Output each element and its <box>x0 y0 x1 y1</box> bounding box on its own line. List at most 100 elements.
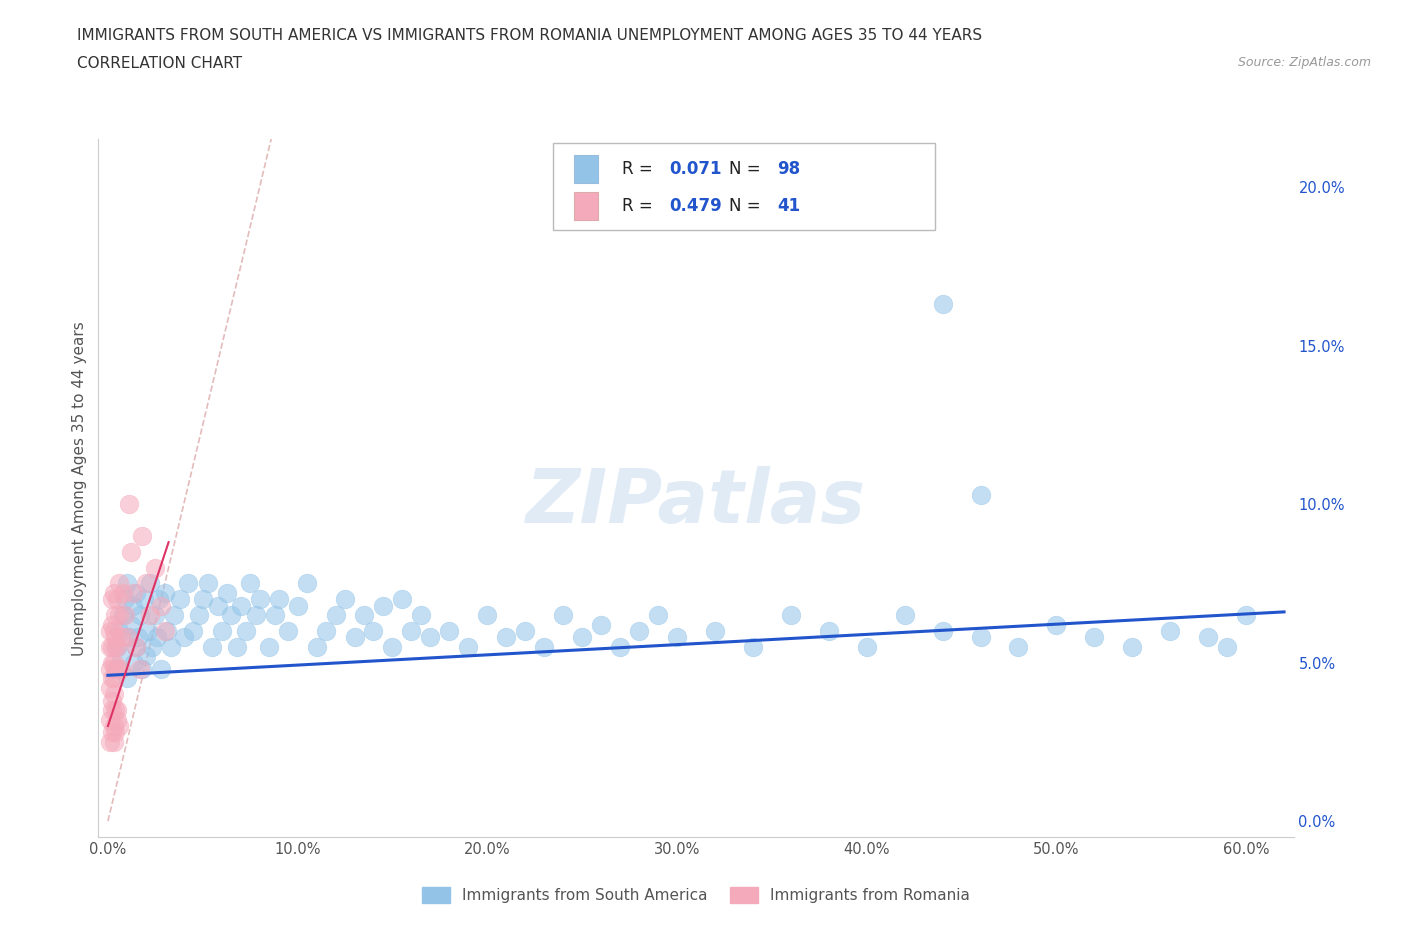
Point <box>100 618 122 632</box>
Point <box>98 623 121 638</box>
Point <box>114 607 136 622</box>
Point <box>191 591 214 606</box>
Point <box>353 607 375 622</box>
Point <box>391 591 413 606</box>
Point <box>115 576 138 591</box>
Point <box>263 607 285 622</box>
Point <box>287 598 309 613</box>
Point <box>150 598 173 613</box>
Point <box>98 735 121 750</box>
Point <box>100 671 122 686</box>
Point <box>315 623 337 638</box>
Point <box>173 630 195 644</box>
Point <box>931 623 953 638</box>
Point <box>124 655 146 670</box>
Point <box>105 591 128 606</box>
Point <box>969 630 991 644</box>
Point <box>129 661 152 676</box>
Point <box>219 607 242 622</box>
Point <box>225 639 247 654</box>
Point <box>105 712 128 727</box>
Point <box>104 661 127 676</box>
Point <box>159 639 181 654</box>
Point <box>153 586 176 601</box>
Point <box>779 607 801 622</box>
Point <box>108 623 131 638</box>
Point <box>235 623 257 638</box>
Point <box>98 639 121 654</box>
Point <box>239 576 262 591</box>
Text: R =: R = <box>621 197 658 215</box>
Point <box>98 661 121 676</box>
Point <box>305 639 328 654</box>
Text: IMMIGRANTS FROM SOUTH AMERICA VS IMMIGRANTS FROM ROMANIA UNEMPLOYMENT AMONG AGES: IMMIGRANTS FROM SOUTH AMERICA VS IMMIGRA… <box>77 28 983 43</box>
Text: 41: 41 <box>778 197 800 215</box>
Point <box>136 623 159 638</box>
Point <box>1234 607 1257 622</box>
Text: 98: 98 <box>778 160 800 179</box>
Point <box>141 639 163 654</box>
Point <box>121 598 143 613</box>
Point <box>100 703 122 718</box>
Point <box>103 687 125 702</box>
Point <box>381 639 404 654</box>
Point <box>153 623 176 638</box>
Point <box>132 591 155 606</box>
Point <box>249 591 271 606</box>
Legend: Immigrants from South America, Immigrants from Romania: Immigrants from South America, Immigrant… <box>416 882 976 910</box>
Point <box>131 528 153 543</box>
Text: ZIPatlas: ZIPatlas <box>526 466 866 538</box>
Point <box>163 607 186 622</box>
Point <box>245 607 267 622</box>
Point <box>156 623 179 638</box>
Text: 0.071: 0.071 <box>669 160 723 179</box>
Point <box>103 735 125 750</box>
Point <box>1083 630 1105 644</box>
Point <box>131 661 153 676</box>
Point <box>703 623 725 638</box>
Point <box>666 630 689 644</box>
Point <box>100 591 122 606</box>
Point <box>333 591 356 606</box>
Point <box>197 576 219 591</box>
Point <box>363 623 385 638</box>
Point <box>419 630 441 644</box>
Point <box>100 639 122 654</box>
Point <box>477 607 499 622</box>
Point <box>110 649 132 664</box>
Point <box>207 598 229 613</box>
Point <box>103 655 125 670</box>
Point <box>181 623 204 638</box>
Point <box>110 661 132 676</box>
Point <box>110 630 132 644</box>
Point <box>591 618 613 632</box>
Point <box>125 639 148 654</box>
Point <box>931 297 953 312</box>
Text: R =: R = <box>621 160 658 179</box>
Point <box>98 681 121 696</box>
Point <box>533 639 555 654</box>
Point <box>401 623 423 638</box>
Point <box>105 661 128 676</box>
Point <box>295 576 318 591</box>
Point <box>120 618 142 632</box>
Bar <box>574 192 598 219</box>
Point <box>135 576 157 591</box>
Point <box>817 623 839 638</box>
Point <box>1007 639 1029 654</box>
Text: 0.479: 0.479 <box>669 197 723 215</box>
Point <box>267 591 290 606</box>
Point <box>495 630 517 644</box>
Point <box>114 591 136 606</box>
Point <box>125 586 148 601</box>
Point <box>855 639 877 654</box>
Point <box>647 607 669 622</box>
Point <box>257 639 280 654</box>
Point <box>143 560 166 575</box>
Point <box>135 649 157 664</box>
Point <box>103 671 125 686</box>
Point <box>105 661 128 676</box>
Point <box>439 623 461 638</box>
Text: N =: N = <box>730 197 766 215</box>
Point <box>176 576 198 591</box>
